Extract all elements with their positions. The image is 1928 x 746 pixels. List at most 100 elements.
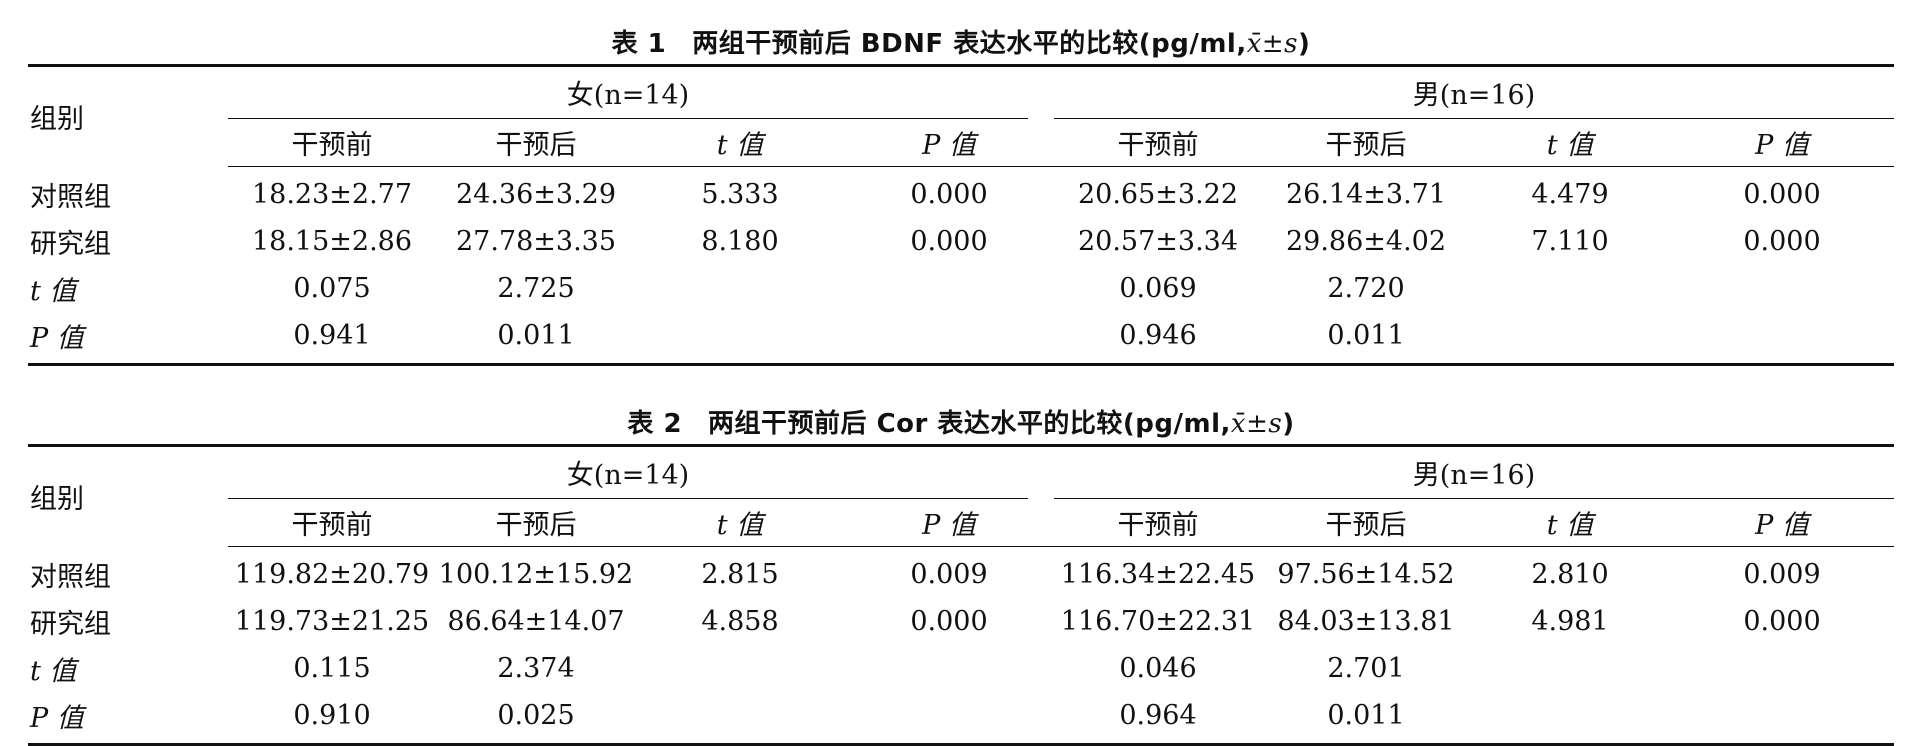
table-cell: 8.180: [701, 226, 779, 257]
table-2-number: 表 2: [627, 409, 683, 439]
table-cell: [636, 265, 844, 312]
table-cell: 0.046: [1119, 653, 1197, 684]
table-cell: [636, 692, 844, 745]
col-header: 干预后: [436, 119, 636, 167]
table-row: t 值 0.115 2.374 0.046 2.701: [28, 645, 1894, 692]
row-label: 研究组: [30, 609, 111, 640]
table-row: 研究组 18.15±2.86 27.78±3.35 8.180 0.000 20…: [28, 218, 1894, 265]
table-2-title: 表 2 两组干预前后 Cor 表达水平的比较(pg/ml,x̄±s): [28, 404, 1894, 444]
female-header: 女(n=14): [228, 73, 1028, 119]
row-label: t 值: [30, 276, 77, 307]
table-cell: [844, 645, 1054, 692]
table-row: P 值 0.910 0.025 0.964 0.011: [28, 692, 1894, 745]
table-2-title-stat: x̄±s: [1230, 409, 1283, 439]
table-cell: 0.000: [910, 179, 988, 210]
table-cell: [844, 265, 1054, 312]
row-label: 对照组: [30, 181, 111, 213]
col-header: 干预前: [1054, 499, 1262, 547]
table-1-title-text: 两组干预前后 BDNF 表达水平的比较(pg/ml,: [692, 29, 1247, 59]
table-cell: [1470, 692, 1670, 745]
group-header: 组别: [30, 484, 84, 516]
table-cell: 0.964: [1119, 700, 1197, 731]
row-label: P 值: [30, 703, 84, 734]
table-cell: 20.57±3.34: [1077, 226, 1239, 257]
table-cell: 84.03±13.81: [1277, 606, 1455, 637]
table-cell: 0.000: [1743, 179, 1821, 210]
table-cell: [1470, 312, 1670, 365]
col-header: P 值: [1670, 499, 1894, 547]
row-label: P 值: [30, 323, 84, 354]
col-header: P 值: [844, 499, 1054, 547]
col-header: t 值: [1470, 499, 1670, 547]
row-label: t 值: [30, 656, 77, 687]
col-header: 干预后: [1262, 119, 1470, 167]
table-cell: 0.025: [497, 700, 575, 731]
table-cell: 0.075: [293, 273, 371, 304]
table-cell: [844, 692, 1054, 745]
table-cell: 0.000: [910, 226, 988, 257]
table-cell: 2.815: [701, 559, 779, 590]
table-cell: 27.78±3.35: [455, 226, 617, 257]
table-2-grid: 组别 女(n=14) 男(n=16) 干预前 干预后 t 值 P 值 干预前 干…: [28, 444, 1894, 746]
col-header: 干预前: [228, 119, 436, 167]
table-cell: [636, 312, 844, 365]
table-1-number: 表 1: [611, 29, 667, 59]
table-1-title: 表 1 两组干预前后 BDNF 表达水平的比较(pg/ml,x̄±s): [28, 24, 1894, 64]
female-header: 女(n=14): [228, 453, 1028, 499]
col-header: 干预前: [1054, 119, 1262, 167]
table-1-grid: 组别 女(n=14) 男(n=16) 干预前 干预后 t 值 P 值 干预前 干…: [28, 64, 1894, 366]
col-header: t 值: [636, 119, 844, 167]
table-row: 研究组 119.73±21.25 86.64±14.07 4.858 0.000…: [28, 598, 1894, 645]
table-cell: 97.56±14.52: [1277, 559, 1455, 590]
table-cell: 0.000: [910, 606, 988, 637]
row-label: 研究组: [30, 229, 111, 260]
col-header: t 值: [1470, 119, 1670, 167]
table-cell: 0.069: [1119, 273, 1197, 304]
table-cell: [1670, 645, 1894, 692]
table-cell: [1670, 312, 1894, 365]
col-header: 干预前: [228, 499, 436, 547]
table-1-title-end: ): [1298, 29, 1311, 59]
table-cell: 2.810: [1531, 559, 1609, 590]
table-cell: 0.011: [1327, 700, 1405, 731]
table-cell: 7.110: [1531, 226, 1609, 257]
table-2-title-end: ): [1282, 409, 1295, 439]
table-cell: [636, 645, 844, 692]
table-row: t 值 0.075 2.725 0.069 2.720: [28, 265, 1894, 312]
table-cell: 0.115: [293, 653, 371, 684]
table-cell: 0.000: [1743, 226, 1821, 257]
table-cell: 4.858: [701, 606, 779, 637]
table-cell: 86.64±14.07: [447, 606, 625, 637]
table-cell: 2.374: [497, 653, 575, 684]
table-cell: 0.910: [293, 700, 371, 731]
table-cell: 119.82±20.79: [234, 559, 430, 590]
table-cell: 119.73±21.25: [234, 606, 430, 637]
table-1: 表 1 两组干预前后 BDNF 表达水平的比较(pg/ml,x̄±s) 组别 女(…: [28, 24, 1894, 366]
table-cell: 2.725: [497, 273, 575, 304]
table-cell: 5.333: [701, 179, 779, 210]
table-cell: [1470, 265, 1670, 312]
table-row: P 值 0.941 0.011 0.946 0.011: [28, 312, 1894, 365]
table-cell: [844, 312, 1054, 365]
table-2-title-text: 两组干预前后 Cor 表达水平的比较(pg/ml,: [708, 409, 1231, 439]
table-row: 对照组 18.23±2.77 24.36±3.29 5.333 0.000 20…: [28, 167, 1894, 219]
table-cell: 4.479: [1531, 179, 1609, 210]
col-header: 干预后: [436, 499, 636, 547]
table-cell: 116.70±22.31: [1060, 606, 1256, 637]
table-1-title-stat: x̄±s: [1246, 29, 1299, 59]
table-cell: 2.701: [1327, 653, 1405, 684]
table-cell: [1670, 692, 1894, 745]
table-cell: 26.14±3.71: [1285, 179, 1447, 210]
table-cell: 0.000: [1743, 606, 1821, 637]
col-header: P 值: [844, 119, 1054, 167]
table-cell: 0.009: [1743, 559, 1821, 590]
table-cell: 29.86±4.02: [1285, 226, 1447, 257]
table-cell: 24.36±3.29: [455, 179, 617, 210]
male-header: 男(n=16): [1054, 73, 1894, 119]
table-cell: 0.946: [1119, 320, 1197, 351]
table-cell: 0.941: [293, 320, 371, 351]
col-header: P 值: [1670, 119, 1894, 167]
row-label: 对照组: [30, 561, 111, 593]
table-2: 表 2 两组干预前后 Cor 表达水平的比较(pg/ml,x̄±s) 组别 女(n…: [28, 404, 1894, 746]
col-header: t 值: [636, 499, 844, 547]
